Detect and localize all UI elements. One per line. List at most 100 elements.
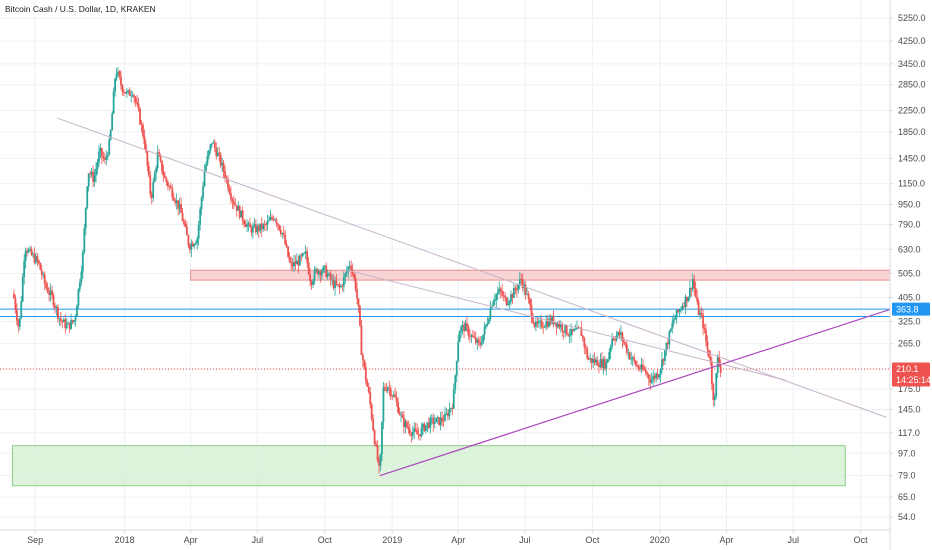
candle-body	[102, 156, 105, 159]
candle-174	[268, 215, 270, 222]
candle-347	[521, 273, 524, 292]
candle-body	[196, 238, 199, 244]
price-badge-label: 210.1	[896, 364, 919, 374]
candle-422	[631, 355, 634, 367]
candle-1	[14, 294, 17, 314]
candle-119	[187, 234, 190, 248]
candle-123	[193, 243, 196, 249]
candle-390	[584, 343, 587, 355]
candle-218	[332, 274, 335, 291]
candle-body	[608, 352, 611, 360]
candle-body	[70, 320, 73, 329]
candle-body	[625, 344, 628, 353]
candle-469	[700, 306, 703, 318]
candle-body	[551, 316, 553, 324]
candle-body	[382, 387, 385, 422]
candle-body	[219, 154, 222, 166]
candle-body	[435, 417, 438, 423]
candle-180	[276, 222, 279, 231]
candle-body	[62, 319, 65, 323]
candle-body	[323, 265, 326, 267]
candle-60	[101, 147, 103, 165]
candle-170	[262, 222, 265, 232]
candle-95	[152, 177, 155, 202]
candle-body	[335, 280, 338, 285]
candle-body	[671, 323, 674, 329]
candle-body	[492, 301, 495, 306]
candle-17	[37, 259, 40, 265]
candle-284	[429, 415, 432, 434]
candle-420	[628, 351, 631, 361]
candle-229	[348, 260, 351, 272]
candle-body	[376, 445, 379, 461]
candle-85	[137, 97, 140, 112]
candle-body	[518, 278, 521, 285]
candle-19	[40, 264, 43, 280]
candle-body	[260, 223, 263, 230]
candle-391	[586, 345, 589, 361]
candle-367	[551, 314, 553, 326]
candle-body	[592, 359, 594, 363]
candle-body	[310, 281, 313, 285]
candle-408	[611, 333, 614, 350]
candle-69	[114, 77, 116, 97]
candle-441	[659, 368, 662, 383]
zone-1	[11, 445, 846, 487]
candle-102	[162, 164, 165, 183]
candle-40	[71, 319, 74, 325]
candle-66	[109, 129, 112, 141]
candle-325	[489, 300, 492, 322]
candle-194	[297, 255, 300, 274]
candle-92	[147, 161, 150, 178]
candle-18	[39, 262, 42, 271]
candle-6	[21, 273, 24, 303]
y-tick-label-20: 65.0	[898, 492, 916, 502]
candle-406	[608, 348, 611, 362]
candle-212	[323, 265, 326, 274]
candle-body	[521, 279, 524, 289]
candle-88	[142, 122, 144, 139]
candle-body	[554, 322, 556, 324]
candle-body	[606, 359, 609, 363]
candle-body	[136, 101, 138, 104]
candle-309	[466, 316, 468, 333]
candle-body	[411, 432, 414, 436]
candle-body	[32, 254, 34, 256]
candle-418	[625, 339, 628, 356]
candle-body	[73, 320, 75, 322]
candle-body	[150, 194, 153, 198]
candle-body	[14, 298, 17, 310]
candle-body	[353, 273, 355, 278]
trend-line-0	[57, 117, 887, 418]
candle-body	[388, 387, 391, 389]
candle-307	[463, 321, 465, 339]
candle-32	[59, 311, 62, 326]
candle-body	[285, 244, 288, 247]
candle-body	[442, 420, 445, 422]
candle-403	[603, 356, 606, 372]
candle-433	[647, 373, 650, 386]
candle-body	[306, 251, 309, 263]
candle-38	[68, 322, 71, 333]
candle-206	[315, 266, 317, 273]
candle-body	[272, 218, 275, 220]
candle-210	[320, 268, 323, 281]
candle-435	[650, 372, 653, 384]
candle-176	[271, 213, 273, 222]
candle-body	[543, 327, 546, 328]
candle-341	[513, 283, 515, 299]
candle-body	[584, 346, 587, 349]
candle-body	[24, 250, 27, 261]
candle-207	[316, 268, 319, 276]
x-tick-label-1: 2018	[115, 535, 135, 545]
candle-body	[385, 389, 388, 391]
candle-body	[559, 324, 562, 328]
candle-body	[712, 383, 715, 401]
candle-body	[364, 367, 367, 381]
candle-body	[243, 220, 246, 225]
candle-219	[334, 276, 336, 296]
candle-316	[476, 337, 479, 351]
candle-244	[370, 402, 373, 422]
candle-405	[606, 358, 609, 363]
